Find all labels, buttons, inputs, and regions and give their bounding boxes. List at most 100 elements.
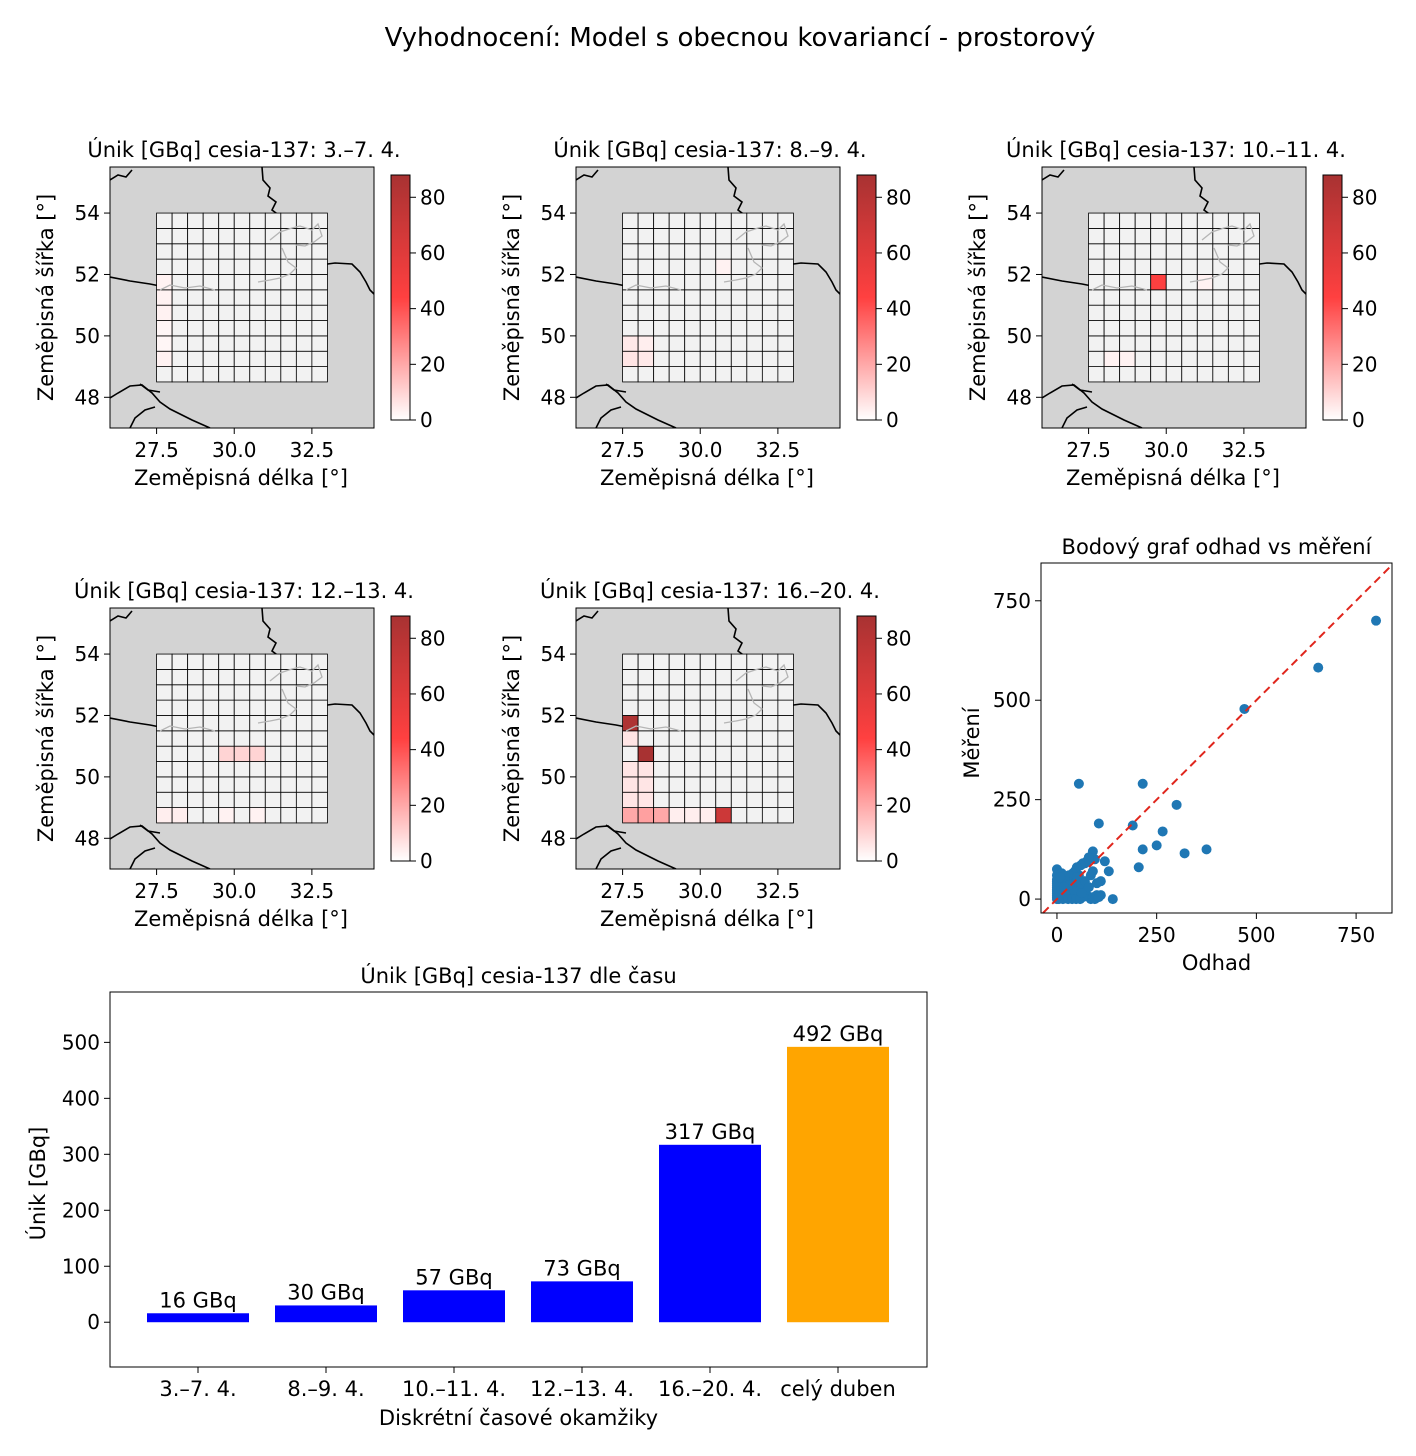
grid-cell <box>280 807 297 824</box>
grid-cell <box>653 684 670 701</box>
grid-cell <box>280 366 297 383</box>
grid-cell <box>684 684 701 701</box>
colorbar-tick-label: 80 <box>886 185 911 209</box>
y-axis-label: Zeměpisná šířka [°] <box>500 635 524 842</box>
grid-cell <box>311 776 328 793</box>
grid-cell <box>777 304 794 321</box>
grid-cell <box>637 699 655 716</box>
grid-cell <box>622 669 639 686</box>
grid-cell <box>264 715 282 732</box>
grid-cell <box>637 258 655 275</box>
grid-cell <box>637 212 655 229</box>
colorbar-tick-label: 60 <box>420 241 445 265</box>
grid-cell <box>1181 304 1198 321</box>
grid-cell <box>202 258 220 275</box>
grid-cell <box>295 350 313 367</box>
map-title: Únik [GBq] cesia-137: 12.–13. 4. <box>74 578 414 603</box>
colorbar-tick-label: 80 <box>1352 185 1377 209</box>
inner-border-line <box>735 663 789 688</box>
y-tick-label: 48 <box>75 385 100 409</box>
grid-cell <box>668 243 686 260</box>
grid-cell <box>249 289 266 306</box>
grid-cell <box>637 304 655 321</box>
inner-border-line <box>257 688 297 724</box>
colorbar-gradient <box>390 174 411 421</box>
grid-cell <box>187 699 204 716</box>
map-frame <box>1041 166 1307 429</box>
grid-cell <box>1227 320 1245 337</box>
grid-cell <box>280 730 297 747</box>
grid-cell <box>653 304 670 321</box>
grid-cell <box>699 304 717 321</box>
grid-cell <box>668 366 686 383</box>
grid-cell <box>1196 350 1214 367</box>
map-frame <box>109 607 375 870</box>
grid-cell <box>1134 366 1152 383</box>
grid-cell <box>777 320 794 337</box>
grid-cell <box>1165 320 1183 337</box>
grid-cell <box>777 243 794 260</box>
scatter-point <box>1087 866 1098 877</box>
y-axis-label: Zeměpisná šířka [°] <box>966 194 990 401</box>
grid-cell <box>187 730 204 747</box>
grid-cell <box>156 730 173 747</box>
grid-cell <box>622 653 639 670</box>
grid-cell <box>187 791 204 808</box>
grid-cell <box>653 730 670 747</box>
grid-cell <box>1196 304 1214 321</box>
scatter-point <box>1095 876 1106 887</box>
grid-cell <box>264 366 282 383</box>
grid-cell <box>730 715 748 732</box>
grid-cell <box>156 320 173 337</box>
grid-cell <box>761 761 779 778</box>
grid-cell <box>202 807 220 824</box>
grid-cell <box>187 761 204 778</box>
grid-cell <box>761 807 779 824</box>
grid-cell <box>264 228 282 245</box>
grid-cell <box>202 730 220 747</box>
grid-cell <box>684 350 701 367</box>
bar-y-tick-label: 500 <box>62 1030 100 1054</box>
grid-cell <box>653 212 670 229</box>
bar-frame <box>109 991 928 1368</box>
grid-cell <box>715 289 732 306</box>
grid-cell <box>233 807 251 824</box>
grid-cell <box>684 715 701 732</box>
grid-cell <box>730 653 748 670</box>
grid-cell <box>622 289 639 306</box>
grid-cell <box>637 776 655 793</box>
grid-cell <box>684 776 701 793</box>
grid-cell <box>295 730 313 747</box>
grid-cell <box>311 730 328 747</box>
grid-cell <box>187 807 204 824</box>
grid-cell <box>715 699 732 716</box>
grid-cell <box>264 243 282 260</box>
grid-cell <box>637 684 655 701</box>
grid-cell <box>653 699 670 716</box>
inner-border-line <box>1091 284 1148 291</box>
grid-cell <box>1227 335 1245 352</box>
grid-cell <box>311 274 328 291</box>
x-tick-label: 30.0 <box>212 879 257 903</box>
grid-cell <box>1181 366 1198 383</box>
grid-cell <box>684 699 701 716</box>
grid-cell <box>1088 350 1105 367</box>
border-line <box>1071 383 1093 393</box>
scatter-y-tick-label: 750 <box>993 589 1031 613</box>
grid-cell <box>1088 228 1105 245</box>
grid-cell <box>218 258 235 275</box>
grid-cell <box>156 350 173 367</box>
grid-cell <box>264 745 282 762</box>
grid-cell <box>761 730 779 747</box>
grid-cell <box>1088 212 1105 229</box>
grid-cell <box>684 669 701 686</box>
grid-cell <box>1150 304 1167 321</box>
grid-cell <box>777 730 794 747</box>
grid-cell <box>249 776 266 793</box>
grid-cell <box>171 776 189 793</box>
grid-cell <box>684 653 701 670</box>
border-line <box>595 847 622 869</box>
grid-cell <box>1103 258 1121 275</box>
map-title: Únik [GBq] cesia-137: 3.–7. 4. <box>87 137 400 162</box>
grid-cell <box>653 243 670 260</box>
